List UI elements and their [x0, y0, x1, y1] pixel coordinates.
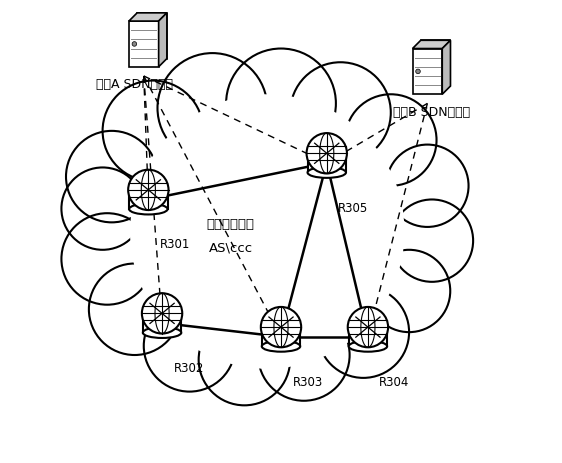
Circle shape	[309, 232, 367, 290]
Circle shape	[269, 137, 339, 207]
Circle shape	[224, 263, 288, 327]
Circle shape	[307, 133, 347, 174]
Circle shape	[198, 314, 290, 405]
Circle shape	[297, 154, 361, 218]
Text: 城域汇聚网络: 城域汇聚网络	[207, 218, 255, 231]
Text: 厂商B SDN控制器: 厂商B SDN控制器	[393, 106, 470, 119]
Ellipse shape	[262, 341, 300, 352]
Circle shape	[283, 250, 347, 314]
Circle shape	[345, 94, 437, 186]
Ellipse shape	[129, 204, 167, 214]
Circle shape	[416, 69, 420, 74]
Circle shape	[61, 213, 153, 305]
Bar	[143, 313, 182, 332]
Circle shape	[156, 191, 214, 249]
Text: R304: R304	[379, 375, 410, 388]
Bar	[262, 327, 300, 346]
Ellipse shape	[307, 167, 346, 178]
Text: 厂商A SDN控制器: 厂商A SDN控制器	[96, 78, 173, 91]
Circle shape	[258, 309, 350, 401]
Circle shape	[61, 168, 144, 250]
Circle shape	[128, 170, 169, 210]
Circle shape	[201, 131, 278, 208]
Circle shape	[290, 62, 391, 163]
Circle shape	[368, 250, 450, 332]
Circle shape	[157, 172, 221, 236]
Circle shape	[235, 129, 312, 206]
Text: R305: R305	[338, 202, 369, 215]
Bar	[307, 153, 346, 173]
Circle shape	[321, 207, 378, 265]
Polygon shape	[129, 13, 167, 21]
Circle shape	[132, 42, 137, 46]
Circle shape	[155, 213, 219, 277]
Circle shape	[157, 53, 268, 163]
Bar	[348, 327, 387, 346]
Circle shape	[319, 180, 376, 238]
Circle shape	[169, 238, 233, 302]
Circle shape	[196, 257, 260, 321]
Text: R301: R301	[160, 238, 190, 251]
Bar	[413, 49, 442, 94]
Text: R302: R302	[174, 362, 204, 375]
Circle shape	[89, 263, 180, 355]
Circle shape	[175, 146, 246, 216]
Circle shape	[261, 307, 301, 347]
Polygon shape	[413, 40, 451, 49]
Circle shape	[142, 293, 182, 333]
Text: AS\ccc: AS\ccc	[209, 241, 253, 254]
Ellipse shape	[143, 327, 182, 338]
Ellipse shape	[348, 341, 387, 352]
Circle shape	[318, 287, 409, 378]
Circle shape	[386, 144, 469, 227]
Text: R303: R303	[292, 375, 323, 388]
Polygon shape	[158, 13, 167, 67]
Circle shape	[348, 307, 388, 347]
Bar	[129, 21, 158, 67]
Bar	[137, 13, 167, 59]
Circle shape	[391, 200, 473, 282]
Bar	[129, 190, 167, 209]
Polygon shape	[442, 40, 451, 94]
Circle shape	[226, 49, 336, 158]
Circle shape	[130, 94, 405, 369]
Circle shape	[253, 261, 318, 325]
Bar	[421, 40, 451, 86]
Circle shape	[66, 131, 157, 222]
Circle shape	[144, 300, 235, 392]
Circle shape	[103, 81, 203, 181]
